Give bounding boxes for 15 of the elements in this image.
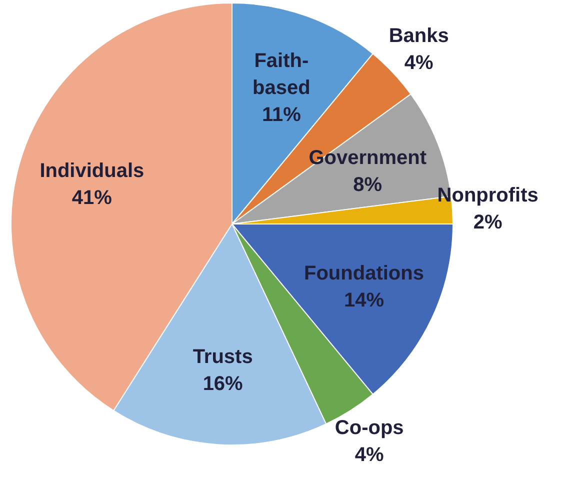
data-label: 4% [354, 444, 384, 466]
slice-label: Nonprofits [437, 184, 538, 206]
slice-label: Banks [388, 25, 449, 48]
data-label: 14% [344, 290, 384, 312]
slice-label: Individuals [40, 160, 144, 182]
slice-label: Foundations [304, 262, 424, 285]
data-label: 16% [202, 373, 244, 396]
slice-label: Trusts [192, 346, 253, 368]
slice-label: Co-ops [334, 416, 404, 439]
slice-label: Faith-based [252, 50, 310, 99]
data-label: 2% [473, 211, 503, 234]
data-label: 8% [353, 174, 382, 196]
data-label: 4% [404, 52, 434, 74]
data-label: 41% [72, 186, 112, 209]
data-label: 11% [262, 104, 302, 126]
